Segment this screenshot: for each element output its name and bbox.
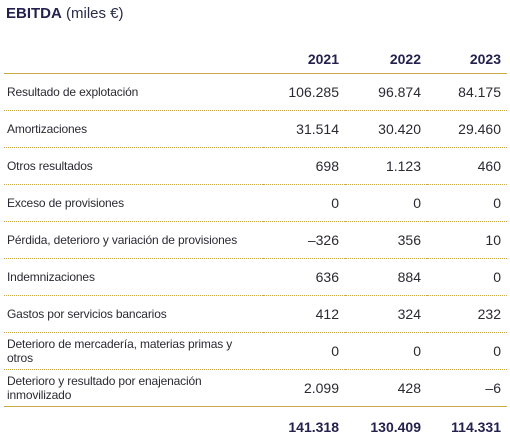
row-label: Gastos por servicios bancarios: [4, 296, 263, 333]
row-value: 232: [427, 296, 507, 333]
row-value: 0: [263, 333, 345, 370]
row-value: 0: [427, 333, 507, 370]
table-row: Deterioro de mercadería, materias primas…: [4, 333, 507, 370]
row-value: 30.420: [345, 111, 427, 148]
row-value: 460: [427, 148, 507, 185]
row-label: Otros resultados: [4, 148, 263, 185]
row-value: 356: [345, 222, 427, 259]
row-value: 1.123: [345, 148, 427, 185]
title-unit: (miles €): [66, 5, 124, 22]
row-value: 0: [427, 259, 507, 296]
column-header: 2023: [427, 45, 507, 74]
row-label: Exceso de provisiones: [4, 185, 263, 222]
row-value: 29.460: [427, 111, 507, 148]
row-label: Indemnizaciones: [4, 259, 263, 296]
row-value: 31.514: [263, 111, 345, 148]
row-value: 0: [345, 185, 427, 222]
total-value: 114.331: [427, 407, 507, 447]
total-value: 141.318: [263, 407, 345, 447]
row-value: –6: [427, 370, 507, 407]
row-value: 428: [345, 370, 427, 407]
row-value: 698: [263, 148, 345, 185]
row-label: Deterioro y resultado por enajenación in…: [4, 370, 263, 407]
column-header: 2021: [263, 45, 345, 74]
row-value: 0: [345, 333, 427, 370]
row-value: 412: [263, 296, 345, 333]
header-row: 2021 2022 2023: [4, 45, 507, 74]
total-label: [4, 407, 263, 447]
row-value: 10: [427, 222, 507, 259]
table-footer: 141.318 130.409 114.331: [4, 407, 507, 447]
row-value: 84.175: [427, 74, 507, 111]
header-blank: [4, 45, 263, 74]
row-value: 324: [345, 296, 427, 333]
column-header: 2022: [345, 45, 427, 74]
total-row: 141.318 130.409 114.331: [4, 407, 507, 447]
row-label: Resultado de explotación: [4, 74, 263, 111]
total-value: 130.409: [345, 407, 427, 447]
row-value: 0: [263, 185, 345, 222]
row-value: 636: [263, 259, 345, 296]
title-main: EBITDA: [6, 5, 62, 22]
row-value: 106.285: [263, 74, 345, 111]
row-label: Amortizaciones: [4, 111, 263, 148]
table-title: EBITDA (miles €): [6, 4, 124, 24]
row-value: 2.099: [263, 370, 345, 407]
row-label: Pérdida, deterioro y variación de provis…: [4, 222, 263, 259]
row-value: 96.874: [345, 74, 427, 111]
table-header: 2021 2022 2023: [4, 45, 507, 74]
row-value: 0: [427, 185, 507, 222]
table-row: Deterioro y resultado por enajenación in…: [4, 370, 507, 407]
table-row: Pérdida, deterioro y variación de provis…: [4, 222, 507, 259]
row-value: 884: [345, 259, 427, 296]
row-label: Deterioro de mercadería, materias primas…: [4, 333, 263, 370]
row-value: –326: [263, 222, 345, 259]
